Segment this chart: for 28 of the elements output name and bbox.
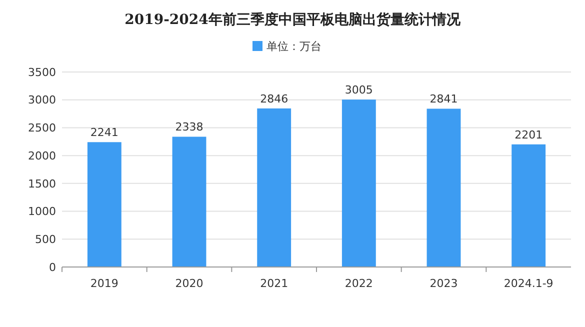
bar: [512, 144, 546, 267]
x-tick-label: 2022: [344, 277, 373, 290]
legend-label: 单位：万台: [266, 40, 322, 53]
chart-title: 2019-2024年前三季度中国平板电脑出货量统计情况: [124, 11, 462, 28]
x-tick-label: 2019: [90, 277, 118, 290]
y-tick-label: 1500: [28, 177, 56, 190]
bar: [426, 108, 461, 267]
data-label: 2841: [430, 92, 458, 106]
x-tick-label: 2020: [175, 277, 204, 290]
data-label: 2241: [90, 126, 118, 140]
data-label: 2846: [260, 92, 288, 106]
bar: [342, 100, 376, 267]
y-tick-label: 3000: [28, 94, 56, 107]
x-tick-label: 2021: [260, 277, 288, 290]
x-tick-label: 2024.1-9: [504, 277, 554, 290]
y-tick-label: 3500: [28, 66, 56, 79]
y-tick-label: 2500: [28, 122, 56, 135]
data-label: 3005: [344, 84, 373, 97]
data-label: 2338: [175, 120, 204, 134]
data-label: 2201: [514, 128, 543, 142]
y-tick-label: 2000: [28, 149, 56, 162]
bar: [172, 136, 206, 267]
x-tick-label: 2023: [430, 277, 458, 290]
y-tick-label: 1000: [28, 205, 56, 218]
y-tick-label: 500: [35, 232, 56, 246]
bar: [257, 108, 292, 267]
y-tick-label: 0: [49, 260, 56, 274]
bar: [87, 142, 122, 267]
